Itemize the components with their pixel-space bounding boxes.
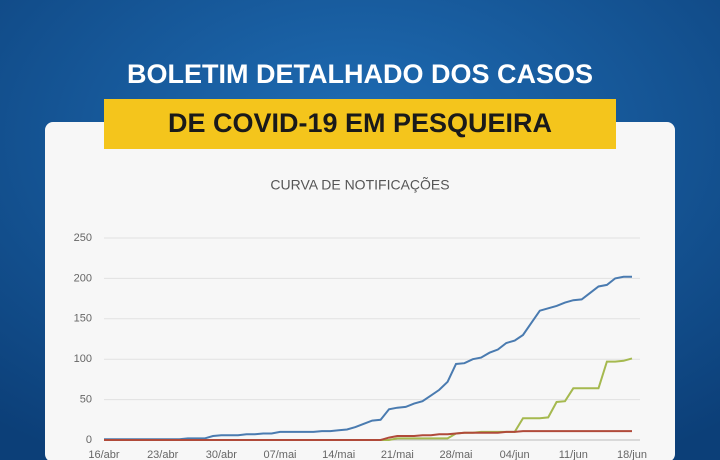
- y-tick-label: 50: [80, 394, 92, 406]
- chart-title: CURVA DE NOTIFICAÇÕES: [270, 177, 449, 193]
- x-tick-label: 14/mai: [322, 449, 355, 460]
- x-tick-label: 28/mai: [439, 449, 472, 460]
- y-tick-label: 100: [74, 353, 92, 365]
- x-tick-label: 07/mai: [263, 449, 296, 460]
- x-tick-label: 16/abr: [88, 449, 120, 460]
- y-tick-label: 200: [74, 272, 92, 284]
- header-highlight: [104, 99, 616, 149]
- x-tick-label: 18/jun: [617, 449, 647, 460]
- x-tick-label: 21/mai: [381, 449, 414, 460]
- card: [45, 122, 675, 460]
- x-tick-label: 30/abr: [206, 449, 238, 460]
- header-line1: BOLETIM DETALHADO DOS CASOS: [127, 59, 593, 89]
- y-tick-label: 0: [86, 434, 92, 446]
- series-line: [104, 275, 632, 441]
- header-line2: DE COVID-19 EM PESQUEIRA: [168, 108, 552, 138]
- x-tick-label: 23/abr: [147, 449, 179, 460]
- x-tick-label: 11/jun: [559, 449, 588, 460]
- y-tick-label: 250: [74, 232, 92, 244]
- series-line: [104, 430, 632, 441]
- y-tick-label: 150: [74, 313, 92, 325]
- x-tick-label: 04/jun: [500, 449, 530, 460]
